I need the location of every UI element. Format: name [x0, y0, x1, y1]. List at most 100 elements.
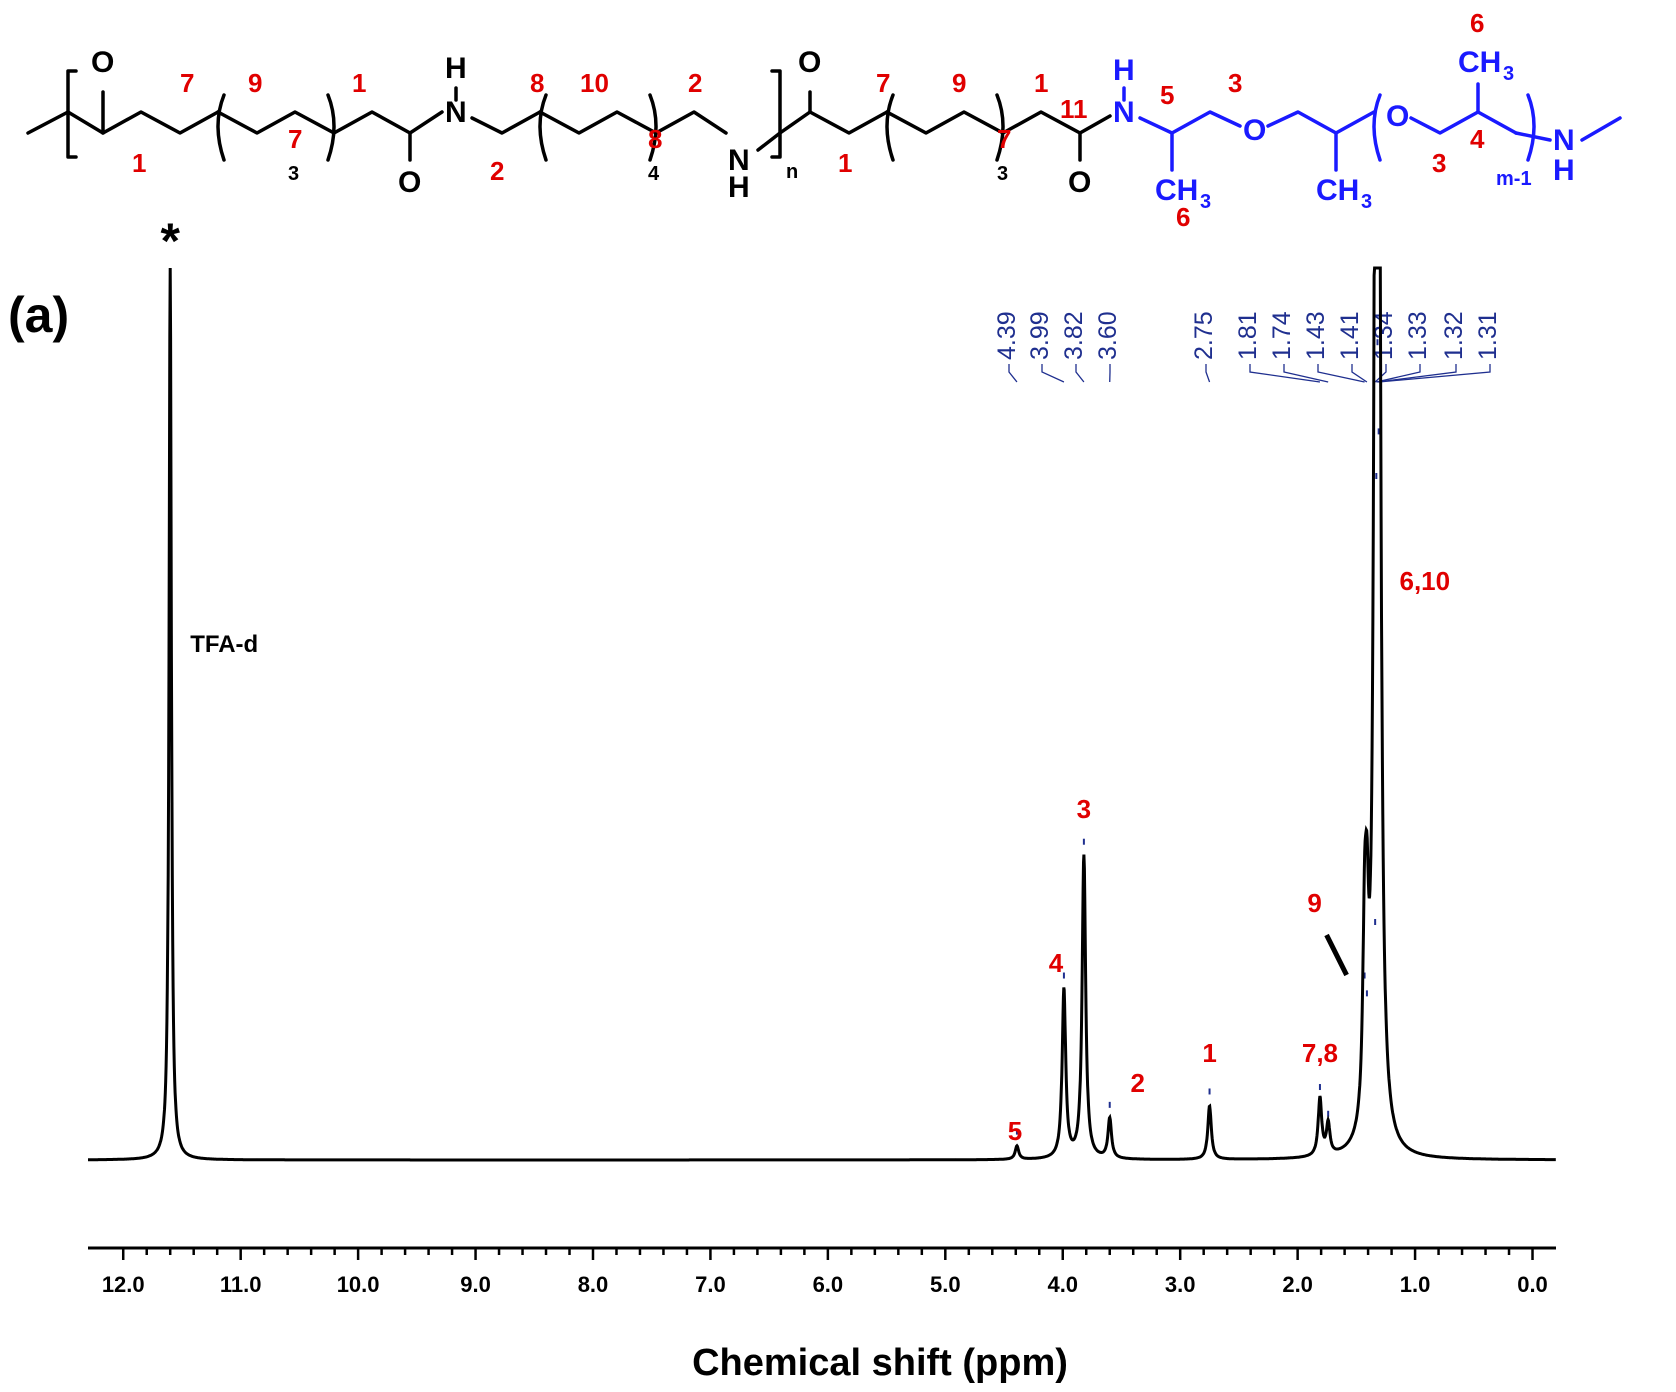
shift-connector: [1075, 364, 1085, 383]
bond: [1078, 114, 1112, 135]
position-label: 8: [648, 124, 662, 154]
subscript-3: 3: [288, 163, 299, 185]
position-label: 11: [1060, 94, 1088, 124]
subscript-3-blue: 3: [1200, 191, 1211, 213]
position-label: 4: [1470, 124, 1485, 154]
shift-annotation-group: 4.39 3.99 3.82 3.60 2.75 1.81 1.74 1.43 1.41 1.34…: [993, 311, 1502, 1135]
bond-blue: [1409, 110, 1518, 135]
peak-label: 9: [1307, 888, 1321, 918]
atom-nitrogen-blue: N: [1113, 96, 1135, 129]
panel-label: (a): [8, 287, 69, 343]
shift-label: 3.99: [1026, 311, 1054, 360]
shift-connector: [1374, 364, 1387, 383]
x-tick-label: 10.0: [337, 1272, 380, 1297]
position-label: 7: [876, 68, 890, 98]
subscript-3-blue: 3: [1361, 191, 1372, 213]
atom-hydrogen-blue: H: [1553, 154, 1575, 187]
paren-right: [995, 93, 1005, 162]
peak-label: 3: [1077, 794, 1091, 824]
bond: [470, 110, 542, 135]
position-label: 3: [1432, 148, 1446, 178]
bond-blue: [1266, 110, 1376, 135]
paren-left-blue: [1372, 93, 1382, 162]
shift-connector: [1008, 364, 1018, 383]
position-label: 1: [1034, 68, 1048, 98]
shift-connector: [1041, 364, 1065, 383]
solvent-marker: *: [160, 213, 180, 269]
position-label: 8: [530, 68, 544, 98]
paren-left: [538, 93, 548, 162]
bond: [332, 110, 412, 135]
position-label: 7: [997, 124, 1011, 154]
position-label: 9: [248, 68, 262, 98]
shift-connector: [1376, 364, 1421, 383]
bond-blue: [1580, 116, 1622, 142]
paren-right: [326, 93, 336, 162]
atom-oxygen-blue: O: [1386, 100, 1409, 133]
bond: [26, 110, 70, 135]
peak-label: 2: [1130, 1068, 1144, 1098]
x-tick-label: 11.0: [220, 1272, 262, 1297]
atom-oxygen: O: [798, 46, 821, 79]
paren-right: [648, 93, 658, 162]
position-label: 7: [288, 124, 302, 154]
solvent-label: TFA-d: [190, 631, 258, 658]
atom-nitrogen: N: [728, 144, 750, 177]
position-label: 6: [1176, 202, 1190, 232]
shift-label: 4.39: [993, 311, 1021, 360]
x-tick-label: 2.0: [1282, 1272, 1313, 1297]
chemical-structure: O 3 O N H 4 N H n O 3 O: [26, 8, 1622, 232]
x-tick-label: 5.0: [930, 1272, 961, 1297]
atom-oxygen-blue: O: [1243, 114, 1266, 147]
shift-connector: [1283, 364, 1329, 383]
subscript-3: 3: [997, 163, 1008, 185]
peak-label: 7,8: [1302, 1038, 1338, 1068]
x-tick-label: 4.0: [1047, 1272, 1078, 1297]
x-axis-title: Chemical shift (ppm): [692, 1342, 1068, 1384]
position-label: 7: [180, 68, 194, 98]
shift-label: 2.75: [1190, 311, 1218, 360]
bond-blue: [1138, 110, 1242, 135]
shift-label: 1.74: [1268, 311, 1296, 360]
peak-9-leader: [1324, 933, 1349, 977]
x-tick-label: 12.0: [102, 1272, 145, 1297]
position-label: 3: [1228, 68, 1242, 98]
bond: [885, 110, 1005, 135]
peak-label-group: 5 4 3 2 1 7,8 9 6,10: [1008, 566, 1450, 1146]
shift-connector: [1205, 364, 1211, 383]
shift-label: 3.82: [1060, 311, 1088, 360]
atom-ch3-blue: CH: [1458, 46, 1501, 79]
atom-nitrogen: N: [445, 96, 467, 129]
bond: [66, 110, 220, 135]
subscript-3-blue: 3: [1503, 63, 1514, 85]
atom-oxygen: O: [91, 46, 114, 79]
position-label: 2: [490, 156, 504, 186]
atom-oxygen: O: [398, 166, 421, 199]
spectrum-plot: * TFA-d: [88, 213, 1556, 1162]
bond: [808, 110, 889, 135]
subscript-n: n: [786, 161, 798, 183]
x-axis: 12.0 11.0 10.0 9.0 8.0 7.0 6.0 5.0 4.0 3.0 2.0 1.0 0…: [88, 1246, 1556, 1297]
atom-hydrogen-blue: H: [1113, 54, 1135, 87]
shift-label: 1.33: [1404, 311, 1432, 360]
atom-ch3-blue: CH: [1316, 174, 1359, 207]
atom-hydrogen: H: [728, 171, 750, 204]
atom-oxygen: O: [1068, 166, 1091, 199]
shift-label: 1.41: [1336, 311, 1364, 360]
atom-hydrogen: H: [445, 52, 467, 85]
x-tick-label: 9.0: [460, 1272, 491, 1297]
shift-connector: [1378, 364, 1491, 383]
atom-ch3-blue: CH: [1155, 174, 1198, 207]
shift-label: 1.43: [1302, 311, 1330, 360]
x-tick-label: 0.0: [1517, 1272, 1548, 1297]
shift-label: 1.81: [1234, 311, 1262, 360]
atom-nitrogen-blue: N: [1553, 124, 1575, 157]
spectrum-trace: [88, 266, 1556, 1162]
bond: [654, 110, 728, 135]
position-label: 1: [838, 148, 852, 178]
paren-right-blue: [1526, 93, 1536, 162]
x-tick-label: 8.0: [578, 1272, 609, 1297]
bond: [1001, 110, 1082, 135]
shift-connector: [1377, 364, 1457, 383]
